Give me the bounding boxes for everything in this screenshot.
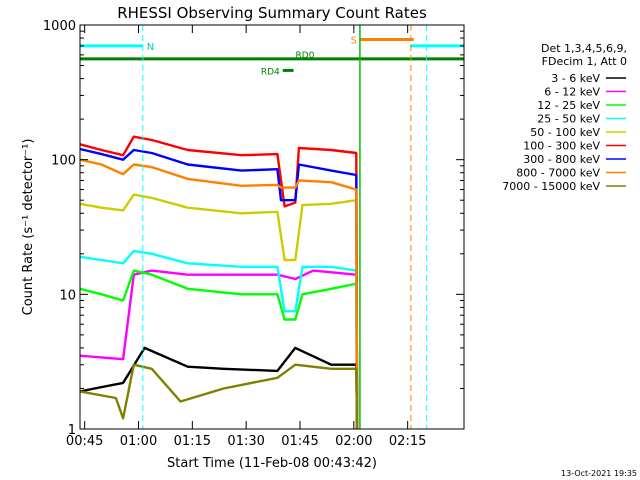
x-tick-label-3: 01:30 [227,434,264,449]
x-axis-label: Start Time (11-Feb-08 00:43:42) [167,456,377,471]
legend-label-7: 800 - 7000 keV [516,167,600,180]
legend-label-6: 300 - 800 keV [523,153,600,166]
chart-title: RHESSI Observing Summary Count Rates [117,4,427,22]
x-tick-label-4: 01:45 [281,434,318,449]
legend-label-3: 25 - 50 keV [537,113,600,126]
x-tick-label-0: 00:45 [66,434,103,449]
y-tick-label-3: 1000 [43,19,76,34]
y-tick-label-1: 10 [59,288,76,303]
series-line-1 [79,269,359,430]
y-axis-label: Count Rate (s⁻¹ detector⁻¹) [21,139,36,316]
legend-label-4: 50 - 100 keV [530,126,600,139]
series-line-0 [79,346,359,430]
saa-bar-label: S [351,36,357,47]
x-tick-label-6: 02:15 [389,434,426,449]
footer-date: 13-Oct-2021 19:35 [561,469,637,478]
series-line-3 [79,249,359,430]
series-line-5 [79,135,359,430]
y-tick-label-2: 100 [51,154,76,169]
legend-header-fdecim: FDecim 1, Att 0 [542,55,627,68]
legend: Det 1,3,4,5,6,9, FDecim 1, Att 0 3 - 6 k… [502,42,627,193]
rd-bar-label-1: RD4 [261,67,280,77]
series-line-4 [79,193,359,430]
legend-header-detectors: Det 1,3,4,5,6,9, [541,42,627,55]
legend-label-2: 12 - 25 keV [537,99,600,112]
legend-label-5: 100 - 300 keV [523,140,600,153]
x-tick-label-2: 01:15 [174,434,211,449]
x-tick-label-5: 02:00 [335,434,372,449]
legend-label-0: 3 - 6 keV [551,72,600,85]
x-tick-label-1: 01:00 [120,434,157,449]
series-line-8 [79,363,359,430]
legend-label-8: 7000 - 15000 keV [502,180,600,193]
legend-label-1: 6 - 12 keV [544,86,600,99]
series-line-2 [79,269,359,430]
night-bar-label: N [147,42,154,53]
rd-bar-label-0: RD0 [296,51,315,61]
y-tick-label-0: 1 [68,423,76,438]
series-line-7 [79,158,359,430]
series-line-6 [79,147,359,430]
plot-frame [79,24,465,430]
